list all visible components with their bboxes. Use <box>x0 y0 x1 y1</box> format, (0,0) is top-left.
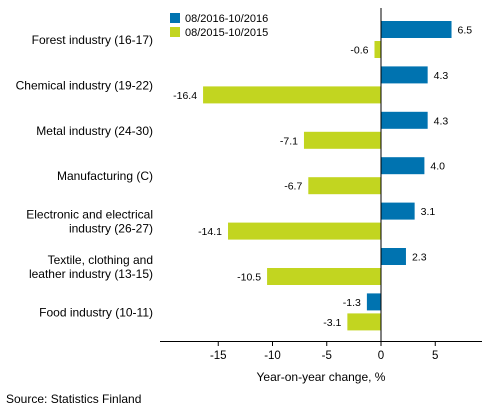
legend-swatch <box>170 27 180 37</box>
bars <box>203 21 452 331</box>
value-label: 3.1 <box>421 206 436 218</box>
bar-series1 <box>381 157 425 175</box>
bar-series1 <box>381 66 428 84</box>
x-axis-title: Year-on-year change, % <box>257 370 386 384</box>
value-label: -3.1 <box>323 317 341 329</box>
category-label: Food industry (10-11) <box>39 305 153 319</box>
category-label: Electronic and electrical industry (26-27… <box>26 208 153 236</box>
bar-series2 <box>308 177 381 195</box>
value-label: -6.7 <box>284 181 302 193</box>
value-label: 2.3 <box>412 252 427 264</box>
category-label: Manufacturing (C) <box>57 169 153 183</box>
bar-series2 <box>374 41 381 58</box>
bar-series1 <box>381 21 452 38</box>
value-label: -0.6 <box>350 45 368 57</box>
bar-series1 <box>381 248 406 265</box>
legend-label: 08/2016-10/2016 <box>185 13 268 25</box>
bar-series2 <box>228 222 381 240</box>
bar-series2 <box>203 86 381 104</box>
legend-label: 08/2015-10/2015 <box>185 27 268 39</box>
bar-series1 <box>381 111 428 129</box>
source-note: Source: Statistics Finland <box>6 392 142 406</box>
value-label: -14.1 <box>198 226 222 238</box>
value-label: -16.4 <box>173 90 197 102</box>
x-tick-label: -5 <box>322 350 332 362</box>
x-tick-label: 5 <box>432 350 438 362</box>
category-label: Metal industry (24-30) <box>36 124 153 138</box>
value-label: 4.0 <box>430 161 445 173</box>
value-label: 4.3 <box>434 70 449 82</box>
bar-series1 <box>381 202 415 220</box>
category-label: Forest industry (16-17) <box>32 33 153 47</box>
value-label: 4.3 <box>434 115 449 127</box>
x-tick-label: 0 <box>378 350 384 362</box>
bar-series2 <box>347 313 381 331</box>
value-label: -1.3 <box>343 297 361 309</box>
value-labels: 6.5 -0.6 4.3 -16.4 4.3 -7.1 4.0 -6.7 3.1 -14.1 2.3… <box>173 25 472 329</box>
category-label: Chemical industry (19-22) <box>16 78 153 92</box>
bar-series2 <box>303 131 381 149</box>
category-label: Textile, clothing and leather industry (1… <box>29 253 153 281</box>
value-label: 6.5 <box>458 25 473 37</box>
category-labels: Forest industry (16-17) Chemical industry… <box>16 33 153 319</box>
value-label: -10.5 <box>237 272 261 284</box>
legend-swatch <box>170 13 180 23</box>
value-label: -7.1 <box>280 135 298 147</box>
legend: 08/2016-10/2016 08/2015-10/2015 <box>170 13 268 39</box>
bar-series1 <box>366 293 381 311</box>
x-axis: -15 -10 -5 0 5 <box>160 8 482 362</box>
bar-series2 <box>267 268 381 285</box>
x-tick-label: -10 <box>264 350 281 362</box>
x-tick-label: -15 <box>210 350 227 362</box>
